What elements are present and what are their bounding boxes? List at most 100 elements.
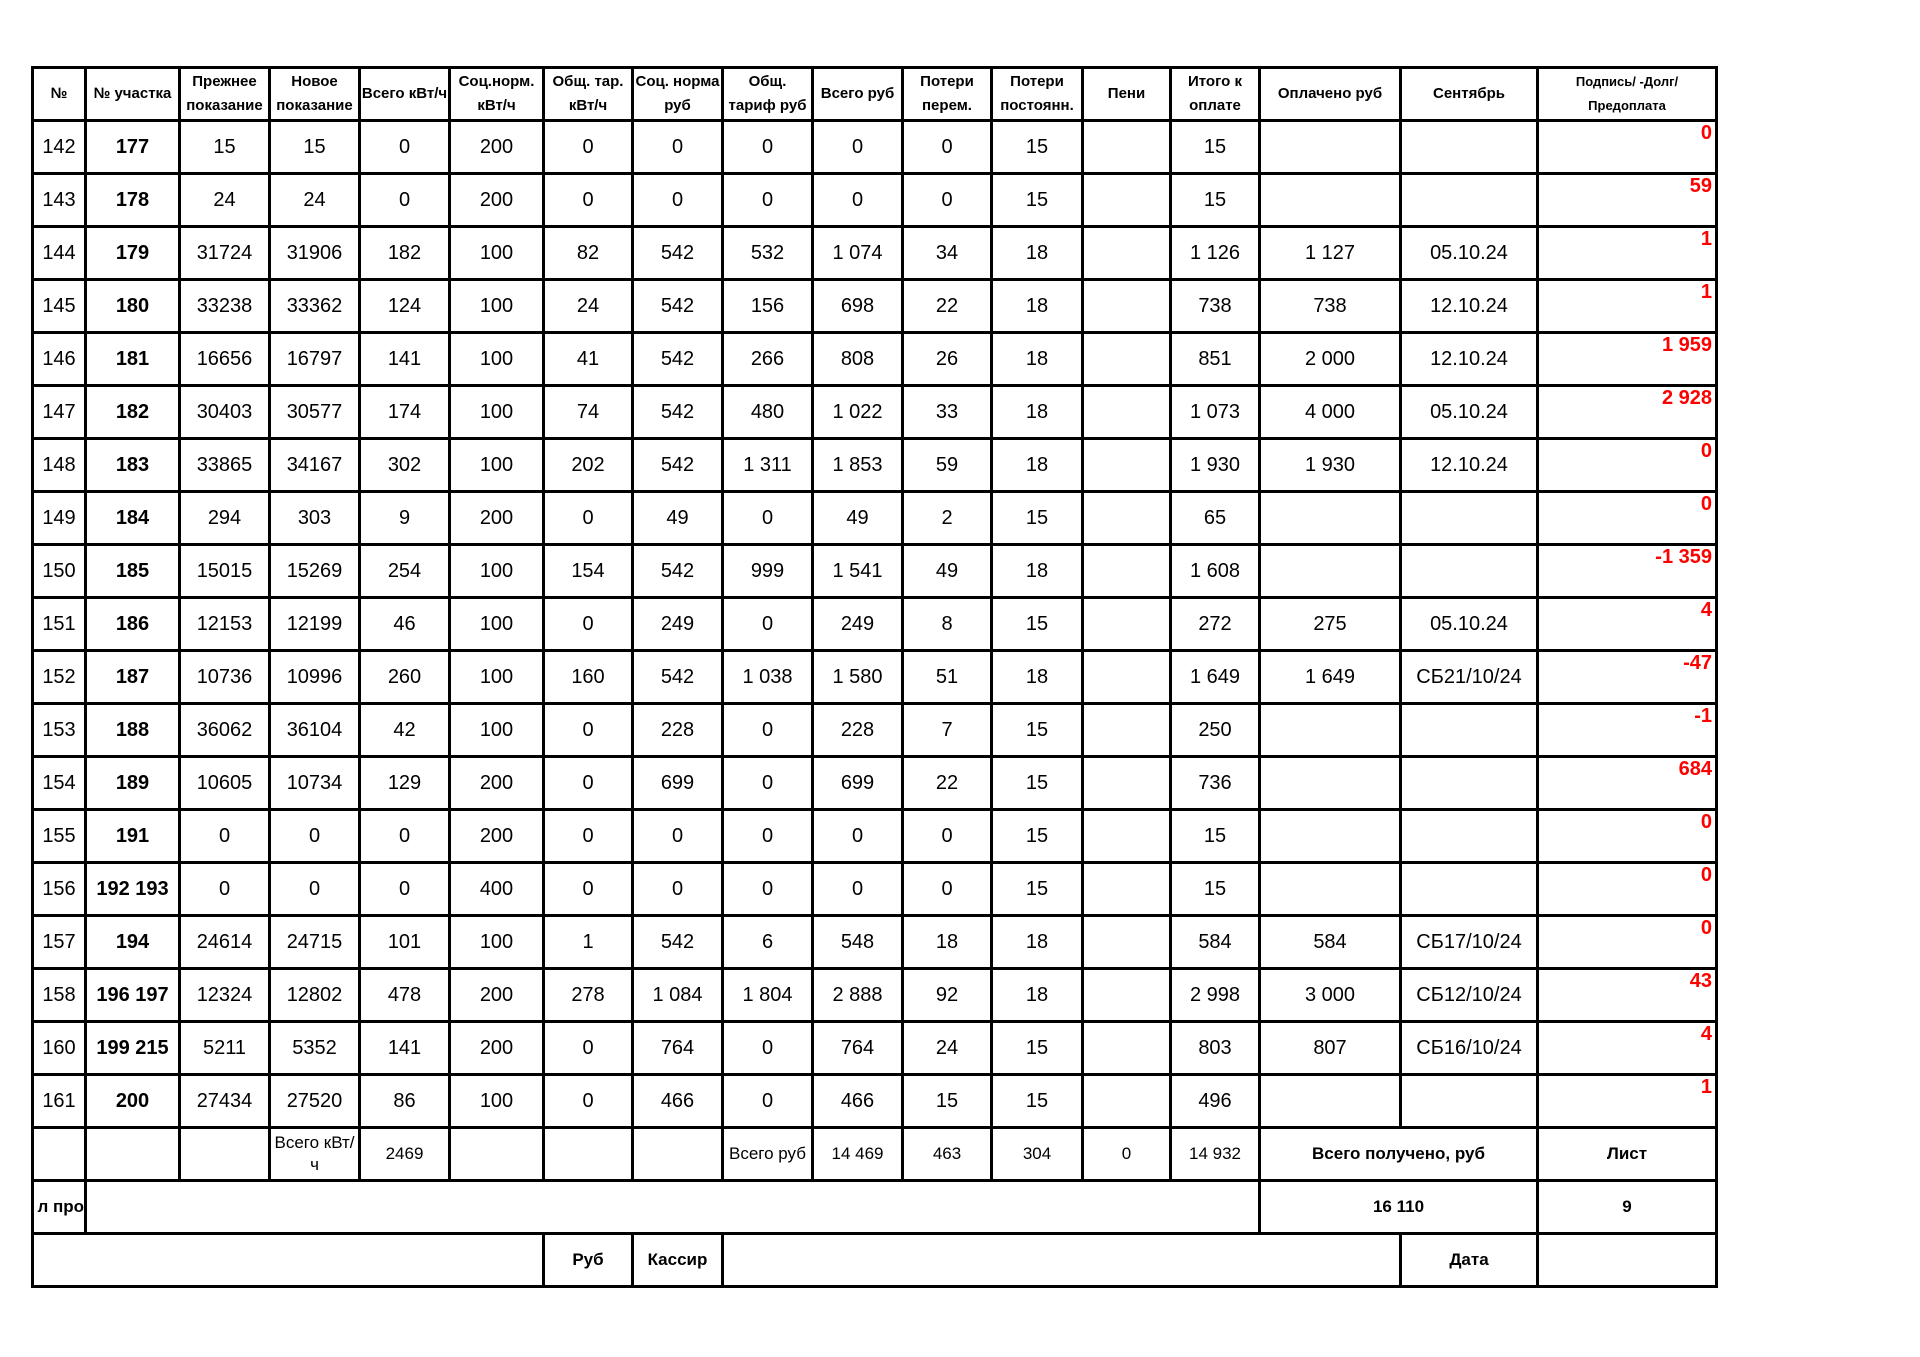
table-cell: СБ12/10/24 bbox=[1399, 967, 1539, 1023]
row-label-truncated: л про bbox=[31, 1179, 87, 1235]
column-header: № bbox=[31, 66, 87, 122]
balance-cell: 4 bbox=[1536, 596, 1718, 652]
table-row: 148 183 33865 34167 302 100 202 542 1 311 1 853 59… bbox=[31, 437, 1718, 493]
column-header: Общ. тариф руб bbox=[721, 66, 814, 122]
row-number: 155 bbox=[31, 808, 87, 864]
table-cell: 15 bbox=[990, 172, 1084, 228]
table-cell: 100 bbox=[448, 649, 545, 705]
table-cell: 200 bbox=[448, 119, 545, 175]
row-number: 152 bbox=[31, 649, 87, 705]
table-cell: 808 bbox=[811, 331, 904, 387]
row-number: 156 bbox=[31, 861, 87, 917]
table-row: 143 178 24 24 0 200 0 0 0 0 0 15 15 59 bbox=[31, 172, 1718, 228]
plot-number: 186 bbox=[84, 596, 181, 652]
table-cell: 542 bbox=[631, 914, 724, 970]
table-cell: 303 bbox=[268, 490, 361, 546]
table-cell: 49 bbox=[631, 490, 724, 546]
table-cell bbox=[1081, 1020, 1172, 1076]
table-cell: 228 bbox=[631, 702, 724, 758]
plot-number: 188 bbox=[84, 702, 181, 758]
table-cell: 851 bbox=[1169, 331, 1261, 387]
table-cell: 542 bbox=[631, 225, 724, 281]
table-cell: 1 608 bbox=[1169, 543, 1261, 599]
table-cell bbox=[1399, 702, 1539, 758]
table-cell: 46 bbox=[358, 596, 451, 652]
table-cell bbox=[1081, 967, 1172, 1023]
row-number: 148 bbox=[31, 437, 87, 493]
table-cell: 1 804 bbox=[721, 967, 814, 1023]
table-cell: 0 bbox=[631, 861, 724, 917]
table-cell: 05.10.24 bbox=[1399, 384, 1539, 440]
total-rub-label: Всего руб bbox=[721, 1126, 814, 1182]
table-cell: 15 bbox=[178, 119, 271, 175]
table-cell: 228 bbox=[811, 702, 904, 758]
empty-cell bbox=[448, 1126, 545, 1182]
table-cell: 15 bbox=[990, 1020, 1084, 1076]
plot-number: 183 bbox=[84, 437, 181, 493]
table-cell: 0 bbox=[721, 1073, 814, 1129]
table-cell: 86 bbox=[358, 1073, 451, 1129]
balance-cell: 0 bbox=[1536, 437, 1718, 493]
table-cell: 22 bbox=[901, 278, 993, 334]
table-cell: 65 bbox=[1169, 490, 1261, 546]
table-cell: 478 bbox=[358, 967, 451, 1023]
table-cell: 18 bbox=[990, 384, 1084, 440]
column-header-label: Подпись/ -Долг/Предоплата bbox=[1575, 74, 1679, 113]
table-cell: 0 bbox=[268, 861, 361, 917]
table-cell bbox=[1081, 1073, 1172, 1129]
table-cell: 0 bbox=[721, 119, 814, 175]
row-number: 143 bbox=[31, 172, 87, 228]
table-cell: 0 bbox=[901, 172, 993, 228]
table-cell: 0 bbox=[721, 808, 814, 864]
table-cell: 0 bbox=[542, 755, 634, 811]
table-cell: 33362 bbox=[268, 278, 361, 334]
table-cell bbox=[1258, 702, 1402, 758]
table-cell: 141 bbox=[358, 1020, 451, 1076]
table-cell: 200 bbox=[448, 1020, 545, 1076]
table-cell: 10734 bbox=[268, 755, 361, 811]
table-cell: 294 bbox=[178, 490, 271, 546]
table-cell: 1 930 bbox=[1258, 437, 1402, 493]
table-cell: 24 bbox=[542, 278, 634, 334]
table-cell: 480 bbox=[721, 384, 814, 440]
table-cell: 202 bbox=[542, 437, 634, 493]
table-cell bbox=[1258, 172, 1402, 228]
balance-cell: 0 bbox=[1536, 914, 1718, 970]
balance-cell: 0 bbox=[1536, 808, 1718, 864]
table-row: 156 192 193 0 0 0 400 0 0 0 0 0 15 15 0 bbox=[31, 861, 1718, 917]
table-cell bbox=[1399, 1073, 1539, 1129]
table-cell: 33 bbox=[901, 384, 993, 440]
balance-cell: 1 bbox=[1536, 225, 1718, 281]
table-cell: 12802 bbox=[268, 967, 361, 1023]
column-header-label: Соц.норм. кВт/ч bbox=[458, 73, 535, 114]
table-cell: 8 bbox=[901, 596, 993, 652]
column-header-label: Новое показание bbox=[276, 73, 353, 114]
table-cell: 250 bbox=[1169, 702, 1261, 758]
table-cell bbox=[1399, 172, 1539, 228]
table-cell: 1 541 bbox=[811, 543, 904, 599]
table-cell: 548 bbox=[811, 914, 904, 970]
table-cell: 24 bbox=[268, 172, 361, 228]
table-cell: 0 bbox=[721, 172, 814, 228]
plot-number: 200 bbox=[84, 1073, 181, 1129]
table-cell: 803 bbox=[1169, 1020, 1261, 1076]
table-cell: 51 bbox=[901, 649, 993, 705]
table-cell: 738 bbox=[1258, 278, 1402, 334]
total-rub: 14 469 bbox=[811, 1126, 904, 1182]
table-cell: 2 000 bbox=[1258, 331, 1402, 387]
table-cell bbox=[1081, 331, 1172, 387]
column-header-label: № bbox=[50, 85, 68, 102]
table-cell: 12324 bbox=[178, 967, 271, 1023]
table-cell: 466 bbox=[631, 1073, 724, 1129]
plot-number: 179 bbox=[84, 225, 181, 281]
table-cell: 18 bbox=[901, 914, 993, 970]
received-row: л про 16 110 9 bbox=[31, 1179, 1718, 1235]
received-label: Всего получено, руб bbox=[1258, 1126, 1539, 1182]
row-number: 149 bbox=[31, 490, 87, 546]
table-row: 154 189 10605 10734 129 200 0 699 0 699 22 15 736 684 bbox=[31, 755, 1718, 811]
table-cell: 92 bbox=[901, 967, 993, 1023]
total-loss-var: 463 bbox=[901, 1126, 993, 1182]
plot-number: 178 bbox=[84, 172, 181, 228]
cashier-label: Кассир bbox=[631, 1232, 724, 1288]
table-cell: 0 bbox=[542, 808, 634, 864]
